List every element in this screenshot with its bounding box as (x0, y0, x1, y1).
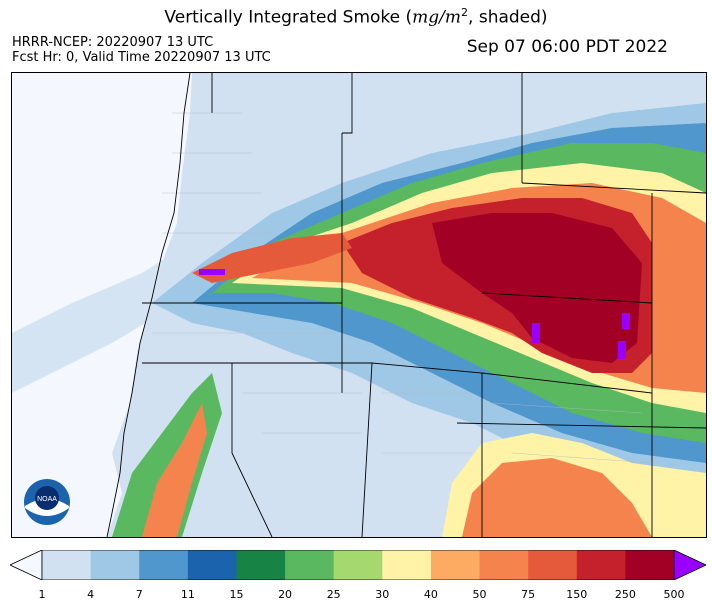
smoke-max-west (199, 269, 225, 275)
colorbar-tick-label: 11 (180, 588, 195, 601)
smoke-map: NOAA (11, 72, 707, 538)
colorbar-bin (42, 550, 92, 580)
forecast-hour-label: Fcst Hr: 0, Valid Time 20220907 13 UTC (12, 50, 271, 65)
colorbar-bin (625, 550, 675, 580)
colorbar-tick-label: 1 (38, 588, 46, 601)
colorbar-tick-label: 15 (229, 588, 244, 601)
map-title: Vertically Integrated Smoke (mg/m2, shad… (164, 6, 548, 28)
colorbar-tick-label: 25 (326, 588, 341, 601)
smoke-max-east3 (622, 313, 630, 329)
colorbar-extend-high (673, 550, 706, 580)
smoke-southeast-orange (462, 458, 652, 537)
colorbar-ticks: 1 4 7 11 15 20 25 30 40 50 75 150 250 500 (10, 588, 706, 604)
smoke-max-east2 (618, 341, 626, 359)
colorbar-tick-label: 75 (521, 588, 536, 601)
colorbar-tick-label: 250 (614, 588, 636, 601)
colorbar-bin (187, 550, 237, 580)
smoke-max-east (532, 323, 540, 343)
colorbar-tick-label: 4 (87, 588, 95, 601)
colorbar-bin (576, 550, 626, 580)
coastline (106, 73, 191, 537)
smoke-plume-west (192, 233, 352, 283)
colorbar-tick-label: 500 (663, 588, 685, 601)
colorbar-tick-label: 50 (472, 588, 487, 601)
colorbar-bin (236, 550, 286, 580)
colorbar-tick-label: 7 (135, 588, 143, 601)
colorbar (10, 550, 706, 580)
colorbar-tick-label: 20 (278, 588, 293, 601)
colorbar-bin (479, 550, 529, 580)
county-lines (152, 112, 653, 464)
valid-time-label: Sep 07 06:00 PDT 2022 (466, 37, 668, 57)
colorbar-bin (430, 550, 481, 580)
colorbar-bin (382, 550, 432, 580)
smoke-southwest-orange (142, 403, 207, 537)
colorbar-bin (139, 550, 189, 580)
colorbar-tick-label: 30 (375, 588, 390, 601)
colorbar-bin (90, 550, 140, 580)
colorbar-tick-label: 150 (566, 588, 588, 601)
noaa-logo-text: NOAA (37, 496, 57, 503)
run-info: HRRR-NCEP: 20220907 13 UTC Fcst Hr: 0, V… (12, 35, 271, 65)
smoke-southwest-green (112, 373, 222, 537)
model-run-label: HRRR-NCEP: 20220907 13 UTC (12, 35, 214, 50)
colorbar-bin (528, 550, 578, 580)
colorbar-extend-low (10, 550, 43, 580)
colorbar-bin (333, 550, 383, 580)
colorbar-bin (285, 550, 335, 580)
colorbar-tick-label: 40 (423, 588, 438, 601)
offshore-smoke-band (12, 203, 272, 393)
smoke-dark-red (432, 213, 642, 363)
noaa-logo: NOAA (24, 479, 70, 525)
state-boundaries (142, 73, 706, 537)
smoke-map-canvas (12, 73, 706, 537)
